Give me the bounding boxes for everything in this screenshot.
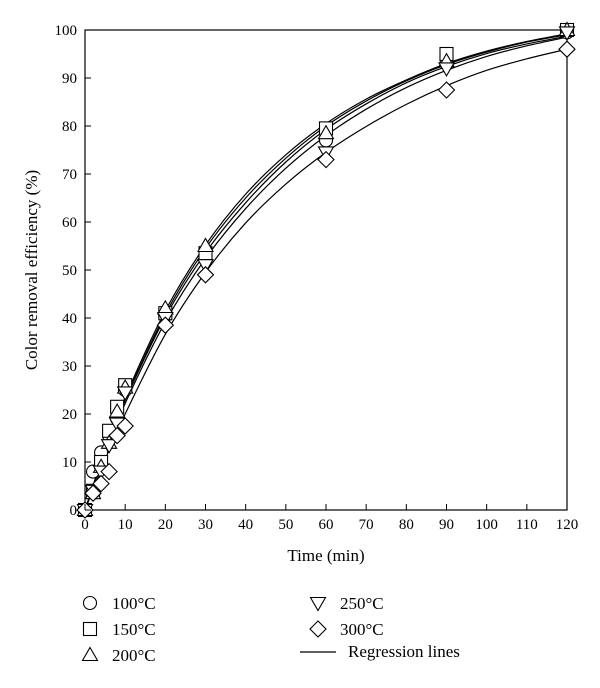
data-point <box>92 474 110 493</box>
y-tick-label: 30 <box>62 359 77 375</box>
legend: 100°C 150°C 200°C 250°C 300°C Regression line… <box>81 594 460 665</box>
legend-label: 250°C <box>340 594 384 613</box>
regression-line <box>84 35 568 511</box>
x-tick-label: 120 <box>556 517 579 533</box>
plot-frame <box>84 29 568 511</box>
y-tick-label: 60 <box>62 215 77 231</box>
y-tick-label: 50 <box>62 263 77 279</box>
data-point <box>100 462 118 481</box>
regression-line <box>84 33 568 511</box>
data-point <box>317 150 335 169</box>
data-point <box>558 26 576 42</box>
y-tick-label: 80 <box>62 119 77 135</box>
legend-label: 200°C <box>112 646 156 665</box>
legend-marker <box>82 621 98 637</box>
y-tick-label: 70 <box>62 167 77 183</box>
y-tick-label: 0 <box>70 503 78 519</box>
x-tick-label: 20 <box>158 517 173 533</box>
y-tick-label: 20 <box>62 407 77 423</box>
data-point <box>437 81 456 99</box>
y-tick-label: 100 <box>55 23 78 39</box>
y-axis-title: Color removal efficiency (%) <box>22 170 41 370</box>
regression-lines <box>84 33 568 511</box>
data-point <box>196 266 215 284</box>
data-point <box>116 417 134 435</box>
data-point <box>100 439 118 454</box>
axes: 0 10 20 30 40 50 60 70 80 90 100 110 120 0 10 20 30 40 50 6… <box>55 23 579 533</box>
x-tick-label: 10 <box>118 517 133 533</box>
x-tick-label: 40 <box>238 517 253 533</box>
data-point <box>116 386 134 402</box>
data-point <box>108 402 126 418</box>
legend-marker <box>309 620 327 638</box>
x-tick-label: 110 <box>516 517 538 533</box>
data-point <box>197 237 214 253</box>
legend-regression-label: Regression lines <box>348 642 460 661</box>
data-point <box>84 484 102 502</box>
x-tick-label: 90 <box>439 517 454 533</box>
regression-line <box>84 34 568 511</box>
x-axis-title: Time (min) <box>287 546 364 565</box>
data-point <box>558 40 576 58</box>
regression-line <box>84 36 568 511</box>
data-point <box>317 124 335 140</box>
x-tick-label: 100 <box>475 517 498 533</box>
data-point <box>156 316 175 334</box>
data-point <box>438 62 455 78</box>
data-point <box>108 426 126 445</box>
legend-label: 300°C <box>340 620 384 639</box>
regression-line <box>84 48 568 511</box>
legend-marker <box>309 596 327 612</box>
y-tick-label: 10 <box>62 455 77 471</box>
x-tick-label: 70 <box>359 517 374 533</box>
legend-label: 100°C <box>112 594 156 613</box>
y-tick-label: 40 <box>62 311 77 327</box>
x-tick-label: 80 <box>399 517 414 533</box>
y-tick-label: 90 <box>62 71 77 87</box>
x-tick-label: 60 <box>319 517 334 533</box>
x-tick-label: 30 <box>198 517 213 533</box>
x-tick-label: 0 <box>81 517 89 533</box>
legend-marker <box>81 646 99 662</box>
legend-marker <box>82 595 98 611</box>
data-markers <box>76 21 576 519</box>
legend-label: 150°C <box>112 620 156 639</box>
x-tick-label: 50 <box>278 517 293 533</box>
